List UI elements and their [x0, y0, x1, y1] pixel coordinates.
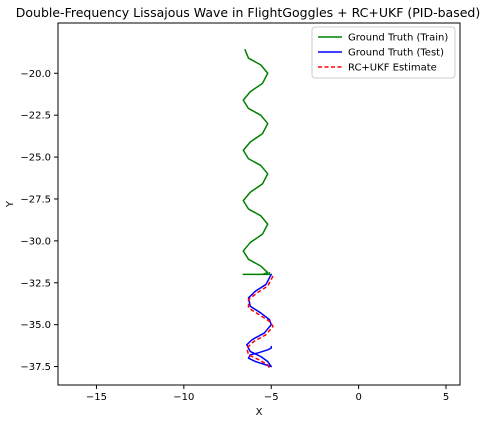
legend-label-1: Ground Truth (Train): [348, 33, 448, 44]
y-tick-label: −32.5: [20, 278, 51, 289]
x-tick-label: −10: [173, 392, 194, 403]
y-tick-label: −37.5: [20, 362, 51, 373]
series-layer: [242, 49, 274, 369]
y-axis-label: Y: [5, 200, 16, 208]
series-line-3: [246, 275, 274, 369]
y-tick-label: −20.0: [20, 69, 51, 80]
x-tick-label: 0: [355, 392, 361, 403]
series-line-1: [242, 49, 271, 276]
x-tick-label: 5: [443, 392, 449, 403]
plot-frame: [57, 22, 461, 386]
x-axis-label: X: [256, 407, 263, 418]
y-tick-label: −22.5: [20, 111, 51, 122]
y-tick-label: −25.0: [20, 153, 51, 164]
legend-label-2: Ground Truth (Test): [348, 48, 444, 59]
x-axis: −15 −10 −5 0 5: [86, 385, 449, 403]
x-tick-label: −5: [264, 392, 279, 403]
plot-area: [57, 22, 461, 386]
y-tick-label: −30.0: [20, 236, 51, 247]
series-line-2: [246, 273, 272, 368]
x-tick-label: −15: [86, 392, 107, 403]
legend-label-3: RC+UKF Estimate: [348, 63, 437, 74]
y-tick-label: −27.5: [20, 194, 51, 205]
chart-title: Double-Frequency Lissajous Wave in Fligh…: [16, 5, 480, 20]
legend-box: [311, 26, 456, 79]
legend: Ground Truth (Train) Ground Truth (Test) R…: [311, 26, 456, 79]
y-tick-label: −35.0: [20, 320, 51, 331]
y-axis: −20.0 −22.5 −25.0 −27.5 −30.0 −32.5 −35.0 −37.5: [20, 69, 58, 373]
